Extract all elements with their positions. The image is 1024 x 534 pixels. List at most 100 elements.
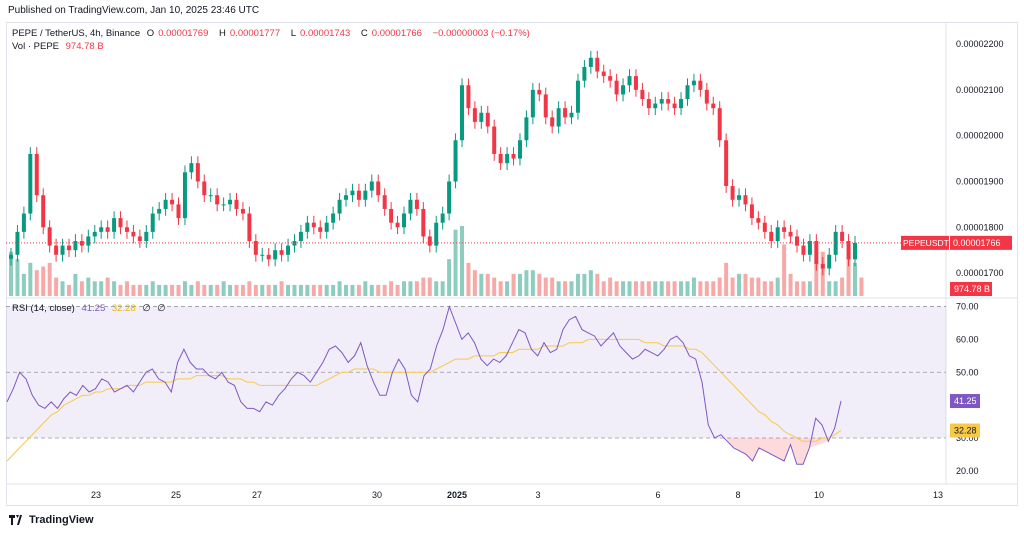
candle-body: [253, 241, 258, 255]
close-label: C: [360, 28, 368, 39]
rsi-tick-label: 60.00: [956, 334, 979, 344]
footer-brand[interactable]: TradingView: [9, 514, 94, 526]
candle-body: [318, 227, 323, 232]
candle-body: [286, 245, 291, 255]
candle-body: [195, 163, 200, 182]
rsi-label[interactable]: RSI (14, close): [12, 303, 75, 314]
volume-bar: [756, 277, 761, 296]
volume-bar: [459, 226, 464, 296]
close-value: 0.00001766: [371, 28, 422, 39]
volume-bar: [582, 273, 587, 296]
candle-body: [782, 227, 787, 232]
rsi-tag-bg: [950, 394, 980, 409]
rsi-extra-2: ∅: [157, 303, 166, 314]
volume-bar: [537, 273, 542, 296]
volume-bar: [575, 273, 580, 296]
candle-body: [595, 57, 600, 72]
volume-bar: [704, 281, 709, 296]
candle-body: [15, 231, 20, 255]
low-value: 0.00001743: [300, 28, 351, 39]
candle-body: [633, 76, 638, 90]
time-tick-label: 10: [814, 490, 824, 500]
volume-bar: [47, 262, 52, 296]
candle-body: [505, 153, 510, 164]
candle-body: [324, 222, 329, 232]
volume-bar: [337, 281, 342, 296]
candle-body: [530, 89, 535, 118]
candle-body: [737, 195, 742, 200]
candle-body: [627, 76, 632, 86]
volume-bar: [182, 281, 187, 296]
candle-body: [840, 231, 845, 242]
volume-bar: [653, 281, 658, 296]
volume-bar: [595, 273, 600, 296]
volume-bar: [9, 251, 13, 296]
volume-bar: [408, 281, 413, 296]
candle-body: [189, 163, 194, 173]
candle-body: [311, 222, 316, 228]
candle-body: [582, 66, 587, 81]
volume-bar: [86, 277, 91, 296]
candle-body: [666, 99, 671, 104]
volume-bar: [92, 281, 97, 296]
volume-bar: [356, 284, 361, 296]
volume-bar: [215, 284, 220, 296]
volume-bar: [157, 284, 162, 296]
candle-body: [41, 195, 46, 228]
candle-body: [427, 236, 432, 246]
volume-bar: [350, 284, 355, 296]
candle-body: [344, 195, 349, 200]
candle-body: [795, 236, 800, 246]
volume-bar: [376, 284, 381, 296]
candle-body: [485, 112, 490, 127]
candle-body: [376, 181, 381, 196]
change-value: −0.00000003 (−0.17%): [432, 28, 530, 39]
volume-bar: [788, 273, 793, 296]
candle-body: [298, 231, 303, 242]
volume-bar: [240, 284, 245, 296]
candle-body: [131, 231, 136, 237]
candle-body: [279, 250, 284, 255]
candle-body: [402, 213, 407, 228]
candle-body: [92, 231, 97, 237]
candle-body: [788, 231, 793, 237]
volume-bar: [131, 284, 136, 296]
time-tick-label: 23: [91, 490, 101, 500]
volume-bar: [318, 284, 323, 296]
tradingview-logo-icon: [9, 515, 22, 525]
volume-bar: [530, 270, 535, 296]
ohlc-high: H 0.00001777: [219, 28, 284, 39]
volume-bar: [363, 281, 368, 296]
candle-body: [479, 112, 484, 122]
volume-bar: [614, 281, 619, 296]
price-tick-label: 0.00001900: [956, 176, 1004, 186]
rsi-tick-label: 30.00: [956, 433, 979, 443]
candle-body: [215, 195, 220, 205]
candle-body: [356, 190, 361, 200]
rsi-extra-1: ∅: [142, 303, 151, 314]
candle-body: [363, 190, 368, 200]
volume-bar: [202, 284, 207, 296]
volume-bar: [331, 284, 336, 296]
symbol-label[interactable]: PEPE / TetherUS, 4h, Binance: [12, 28, 141, 39]
volume-bar: [434, 281, 439, 296]
volume-bar: [260, 284, 265, 296]
candle-body: [659, 99, 664, 104]
volume-bar: [466, 262, 471, 296]
volume-bar: [54, 277, 59, 296]
candle-body: [563, 108, 568, 118]
volume-bar: [853, 262, 857, 296]
time-tick-label: 2025: [447, 490, 467, 500]
volume-bar: [588, 270, 593, 296]
candle-body: [395, 222, 400, 228]
volume-label[interactable]: Vol · PEPE: [12, 41, 59, 52]
volume-bar: [724, 262, 729, 296]
volume-bar: [827, 281, 832, 296]
volume-bar: [298, 284, 303, 296]
volume-bar: [782, 244, 787, 296]
candle-body: [743, 195, 748, 205]
candle-body: [389, 208, 394, 223]
candle-body: [86, 236, 91, 246]
high-value: 0.00001777: [229, 28, 281, 39]
